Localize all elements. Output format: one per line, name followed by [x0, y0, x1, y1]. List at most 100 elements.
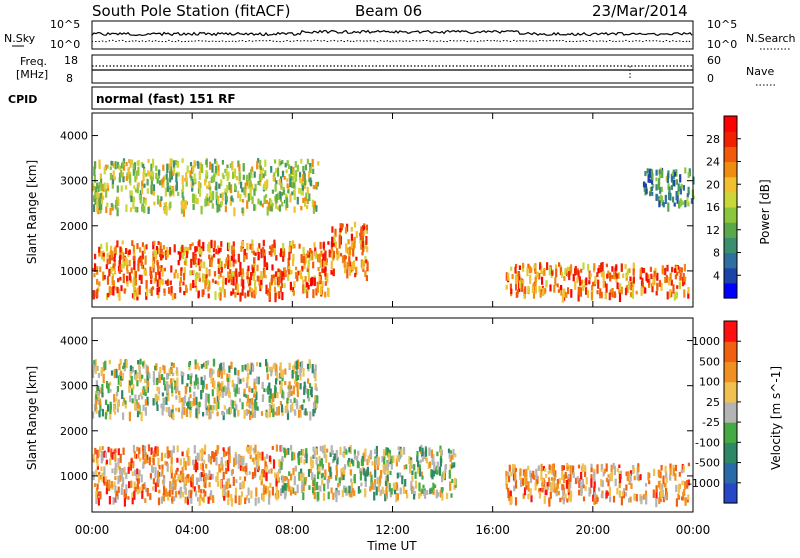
data-cell — [196, 377, 199, 384]
data-cell — [102, 195, 105, 200]
data-cell — [364, 472, 367, 482]
data-cell — [683, 263, 686, 272]
data-cell — [228, 365, 231, 373]
data-cell — [259, 165, 262, 171]
data-cell — [420, 471, 423, 477]
data-cell — [355, 256, 358, 261]
data-cell — [282, 276, 285, 280]
data-cell — [350, 485, 353, 495]
data-cell — [568, 491, 571, 501]
data-cell — [166, 177, 169, 187]
data-cell — [108, 359, 111, 365]
data-cell — [226, 242, 230, 252]
data-cell — [348, 485, 351, 494]
velocity-data — [92, 358, 690, 508]
sky-noise-trace — [91, 29, 693, 37]
data-cell — [343, 254, 346, 262]
data-cell — [192, 178, 195, 186]
data-cell — [418, 464, 421, 469]
data-cell — [426, 490, 429, 496]
data-cell — [319, 259, 322, 268]
colorbar-tick-label: -100 — [695, 436, 720, 449]
data-cell — [277, 406, 280, 416]
data-cell — [295, 266, 298, 271]
data-cell — [332, 272, 335, 276]
data-cell — [120, 169, 123, 178]
data-cell — [186, 383, 189, 387]
data-cell — [181, 184, 185, 192]
data-cell — [219, 479, 222, 489]
data-cell — [362, 226, 365, 230]
data-cell — [396, 455, 399, 463]
data-cell — [144, 378, 147, 383]
data-cell — [303, 197, 307, 207]
data-cell — [219, 391, 222, 397]
colorbar-segment — [724, 116, 737, 132]
data-cell — [260, 480, 263, 486]
data-cell — [302, 174, 305, 182]
data-cell — [330, 252, 333, 259]
colorbar-segment — [724, 422, 737, 443]
data-cell — [240, 279, 243, 287]
data-cell — [139, 190, 142, 200]
data-cell — [386, 463, 389, 472]
data-cell — [377, 483, 380, 493]
data-cell — [208, 245, 211, 253]
data-cell — [332, 492, 335, 500]
data-cell — [143, 168, 146, 176]
data-cell — [343, 469, 346, 477]
data-cell — [449, 464, 452, 471]
data-cell — [110, 203, 113, 208]
data-cell — [429, 488, 432, 495]
data-cell — [206, 185, 209, 190]
data-cell — [218, 247, 221, 254]
data-cell — [142, 171, 145, 182]
data-cell — [290, 444, 293, 451]
data-cell — [141, 444, 145, 452]
data-cell — [222, 471, 225, 480]
data-cell — [98, 246, 101, 253]
data-cell — [339, 223, 342, 233]
data-cell — [201, 454, 204, 462]
data-cell — [165, 173, 168, 180]
data-cell — [657, 472, 660, 478]
data-cell — [265, 199, 268, 204]
data-cell — [255, 460, 258, 470]
data-cell — [322, 242, 325, 249]
data-cell — [298, 187, 301, 194]
data-cell — [174, 479, 177, 487]
data-cell — [159, 250, 163, 255]
data-cell — [130, 190, 133, 200]
data-cell — [433, 461, 436, 471]
data-cell — [655, 485, 658, 493]
data-cell — [112, 170, 115, 180]
data-cell — [124, 403, 127, 409]
data-cell — [436, 451, 439, 457]
data-cell — [242, 163, 245, 172]
data-cell — [592, 494, 595, 502]
data-cell — [113, 257, 116, 262]
data-cell — [661, 483, 664, 492]
data-cell — [215, 456, 218, 466]
data-cell — [242, 279, 245, 289]
data-cell — [159, 199, 162, 207]
data-cell — [675, 498, 678, 507]
data-cell — [119, 358, 122, 365]
data-cell — [661, 265, 664, 275]
data-cell — [133, 451, 136, 459]
data-cell — [310, 249, 313, 254]
data-cell — [600, 262, 603, 273]
colorbar-segment — [724, 161, 737, 178]
data-cell — [126, 281, 129, 287]
data-cell — [111, 204, 114, 211]
data-cell — [168, 489, 171, 497]
data-cell — [533, 264, 536, 269]
data-cell — [598, 487, 601, 492]
data-cell — [235, 268, 238, 278]
data-cell — [244, 364, 247, 371]
data-cell — [567, 483, 570, 493]
data-cell — [115, 391, 119, 397]
data-cell — [181, 200, 184, 210]
data-cell — [251, 388, 254, 393]
